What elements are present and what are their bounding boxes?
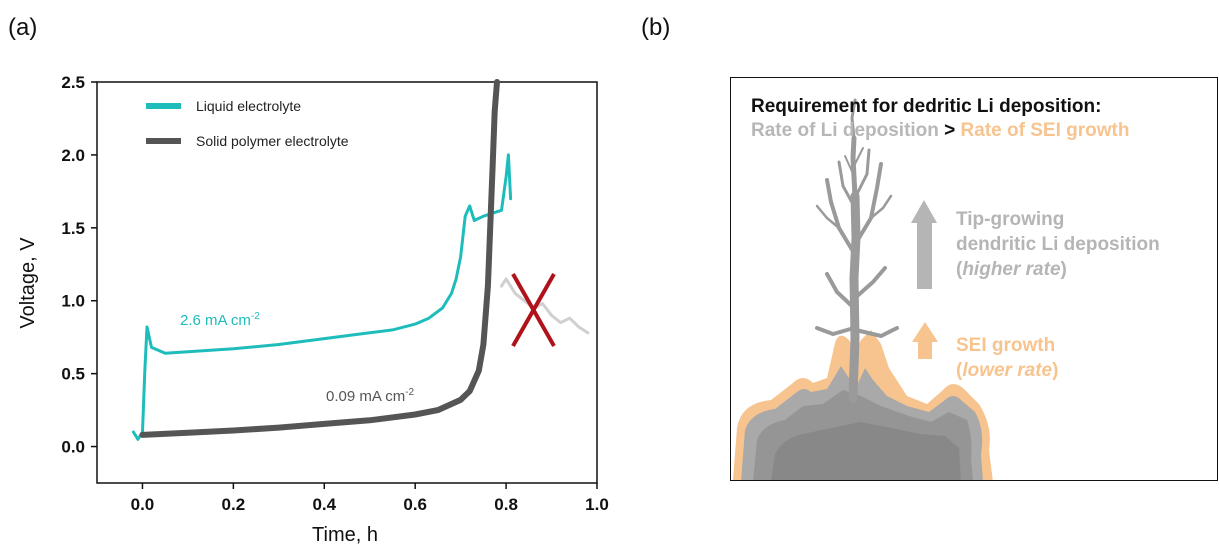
rate-li-text: Rate of Li deposition (751, 120, 939, 141)
plot-frame (96, 81, 598, 484)
voltage-time-chart: 0.0 0.2 0.4 0.6 0.8 1.0 0.0 0.5 1.0 1.5 2.0 2.5 Tim… (17, 73, 609, 544)
y-tick-label: 0.0 (61, 438, 85, 457)
legend-label-liquid: Liquid electrolyte (196, 98, 301, 114)
failure-cross-icon (511, 273, 556, 347)
x-tick-label: 0.0 (131, 495, 155, 514)
tip-line-3: (higher rate) (956, 259, 1067, 280)
x-tick-label: 0.2 (222, 495, 246, 514)
tip-line-2: dendritic Li deposition (956, 234, 1160, 255)
x-tick-label: 0.8 (494, 495, 518, 514)
sei-line-2: (lower rate) (956, 360, 1059, 381)
rate-comparison: Rate of Li deposition > Rate of SEI grow… (751, 119, 1129, 143)
requirement-text: Requirement for dedritic Li deposition: … (751, 95, 1129, 143)
requirement-title: Requirement for dedritic Li deposition: (751, 96, 1102, 117)
annotation-liquid-rate: 2.6 mA cm-2 (180, 311, 260, 329)
sei-growth-arrow-icon (912, 322, 938, 359)
x-tick-label: 0.6 (403, 495, 427, 514)
dendrite-illustration (733, 98, 993, 480)
axis-ticks: 0.0 0.2 0.4 0.6 0.8 1.0 0.0 0.5 1.0 1.5 2.0 2.5 (61, 73, 608, 514)
y-tick-label: 2.0 (61, 146, 85, 165)
x-axis-title: Time, h (312, 524, 378, 544)
legend-label-spe: Solid polymer electrolyte (196, 133, 349, 149)
panel-label-a: (a) (8, 14, 38, 41)
tip-growing-label: Tip-growing dendritic Li deposition (hig… (956, 207, 1160, 282)
sei-line-1: SEI growth (956, 335, 1056, 356)
tip-growth-arrow-icon (911, 200, 937, 289)
x-tick-label: 0.4 (312, 495, 336, 514)
panel-label-b: (b) (641, 14, 671, 41)
y-axis-title: Voltage, V (17, 237, 39, 329)
series-line-spe (139, 79, 500, 438)
greater-than-symbol: > (938, 120, 961, 141)
series-group (131, 79, 590, 441)
dendrite-tree (815, 98, 899, 403)
dendrite-schematic: Requirement for dedritic Li deposition: … (730, 77, 1218, 481)
series-line-failed (500, 277, 590, 335)
annotation-spe-rate: 0.09 mA cm-2 (326, 387, 415, 405)
x-tick-label: 1.0 (585, 495, 609, 514)
rate-sei-text: Rate of SEI growth (960, 120, 1130, 141)
tip-line-1: Tip-growing (956, 209, 1065, 230)
y-tick-label: 2.5 (61, 73, 85, 92)
y-tick-label: 0.5 (61, 365, 85, 384)
y-tick-label: 1.5 (61, 219, 85, 238)
y-tick-label: 1.0 (61, 292, 85, 311)
li-deposit-core (771, 422, 961, 480)
sei-growth-label: SEI growth (lower rate) (956, 333, 1058, 383)
series-line-liquid (131, 153, 513, 441)
